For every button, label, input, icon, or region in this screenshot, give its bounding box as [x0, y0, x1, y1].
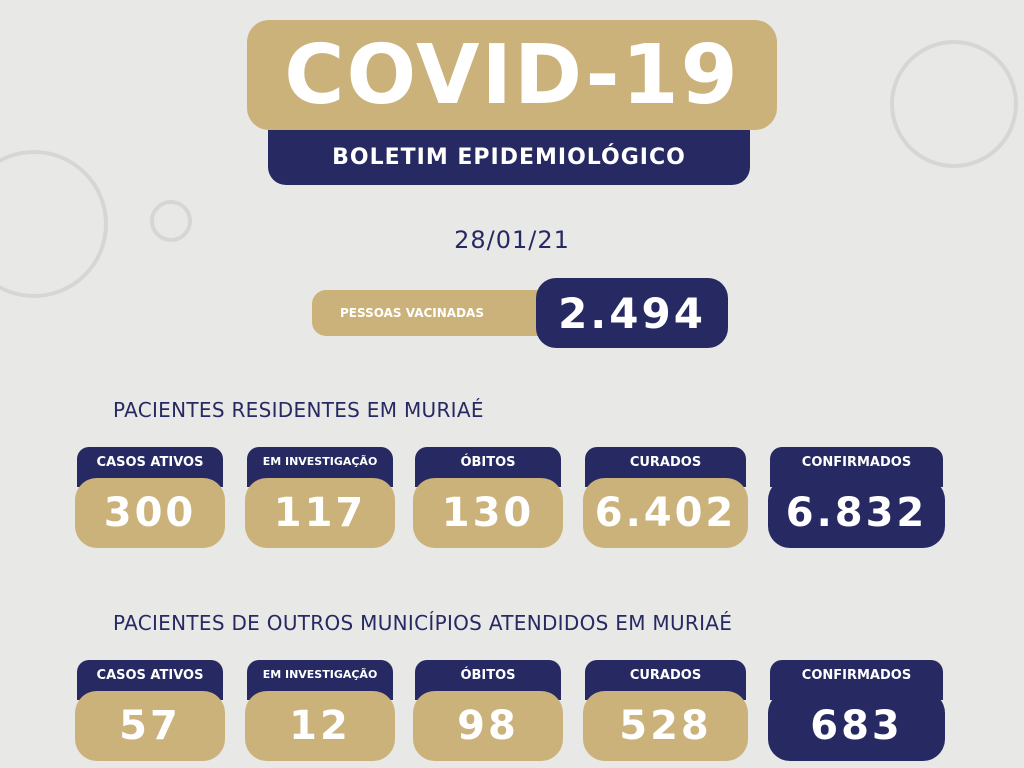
card-value: 6.832: [768, 478, 945, 548]
card-value: 117: [245, 478, 395, 548]
vaccinated-value: 2.494: [536, 278, 728, 348]
section-title: PACIENTES RESIDENTES EM MURIAÉ: [113, 398, 484, 422]
card-value: 98: [413, 691, 563, 761]
card-value: 528: [583, 691, 748, 761]
card-value: 130: [413, 478, 563, 548]
card-value: 683: [768, 691, 945, 761]
card-value: 12: [245, 691, 395, 761]
card-value: 57: [75, 691, 225, 761]
subtitle: BOLETIM EPIDEMIOLÓGICO: [268, 130, 750, 185]
section-title: PACIENTES DE OUTROS MUNICÍPIOS ATENDIDOS…: [113, 611, 733, 635]
card-value: 6.402: [583, 478, 748, 548]
date: 28/01/21: [454, 226, 570, 254]
vaccinated-label: PESSOAS VACINADAS: [312, 290, 552, 336]
virus-decoration: [150, 200, 192, 242]
card-value: 300: [75, 478, 225, 548]
virus-decoration: [0, 150, 108, 298]
title: COVID-19: [247, 20, 777, 130]
virus-decoration: [890, 40, 1018, 168]
